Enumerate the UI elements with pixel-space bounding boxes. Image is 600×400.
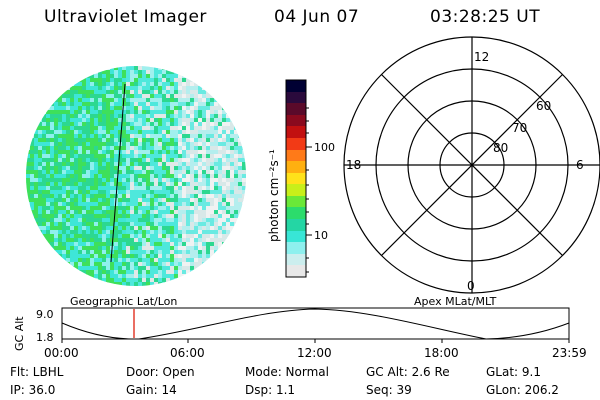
altitude-ytick-min: 1.8 [36,331,54,344]
colorbar-swatch [286,92,306,104]
colorbar-ticks [306,107,312,273]
projection-label-geographic: Geographic Lat/Lon [70,295,178,308]
info-glon: GLon: 206.2 [486,383,559,397]
mlt-label-12: 12 [474,50,489,64]
colorbar-swatch [286,115,306,127]
colorbar-swatch [286,242,306,255]
colorbar-swatch [286,103,306,116]
time-tick-1800: 18:00 [424,346,459,360]
colorbar-swatch [286,126,306,139]
info-mode: Mode: Normal [245,365,329,379]
info-seq: Seq: 39 [366,383,412,397]
instrument-title: Ultraviolet Imager [44,7,207,27]
uv-earth-disc [26,66,246,286]
info-dsp: Dsp: 1.1 [245,383,296,397]
colorbar-gradient [286,80,306,278]
info-filter: Flt: LBHL [10,365,64,379]
altitude-curve [61,308,570,340]
altitude-axis-label: GC Alt [13,316,26,351]
colorbar-tick-100: 100 [314,141,335,154]
lat-label-60: 60 [536,99,551,113]
info-door: Door: Open [126,365,195,379]
time-tick-0000: 00:00 [44,346,79,360]
colorbar-swatch [286,173,306,185]
colorbar-swatch [286,80,306,93]
observation-time: 03:28:25 UT [430,7,541,27]
meridian-diag-2 [381,74,563,256]
mlt-label-18: 18 [346,158,361,172]
lat-label-80: 80 [493,141,508,155]
altitude-ytick-max: 9.0 [36,308,54,321]
colorbar-tick-10: 10 [314,229,328,242]
observation-date: 04 Jun 07 [274,7,360,27]
info-ip: IP: 36.0 [10,383,56,397]
colorbar-swatch [286,231,306,243]
time-tick-2359: 23:59 [552,346,587,360]
colorbar-swatch [286,196,306,208]
terminator-line [110,83,126,263]
info-gc-alt: GC Alt: 2.6 Re [366,365,450,379]
colorbar-swatch [286,138,306,151]
mlt-label-6: 6 [576,158,584,172]
projection-label-apex: Apex MLat/MLT [414,295,497,308]
colorbar-swatch [286,219,306,232]
mlt-label-0: 0 [467,279,475,293]
info-gain: Gain: 14 [126,383,177,397]
altitude-plot-frame [61,307,570,340]
time-tick-0600: 06:00 [170,346,205,360]
info-glat: GLat: 9.1 [486,365,541,379]
colorbar-unit-label: photon cm⁻²s⁻¹ [267,149,281,242]
colorbar-swatch [286,254,306,266]
colorbar-swatch [286,161,306,174]
lat-label-70: 70 [512,121,527,135]
colorbar-swatch [286,207,306,220]
colorbar-swatch [286,150,306,162]
time-tick-1200: 12:00 [297,346,332,360]
colorbar-swatch [286,184,306,197]
colorbar-swatch [286,265,306,278]
